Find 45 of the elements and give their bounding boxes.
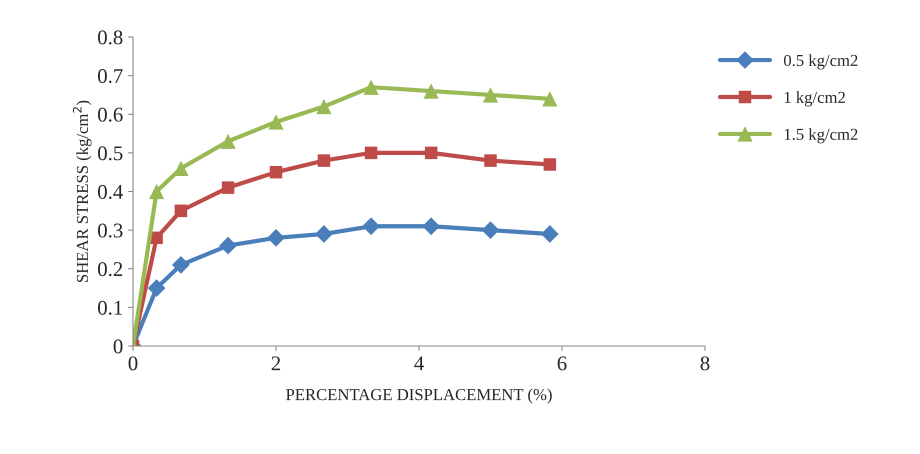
point	[484, 154, 497, 167]
point	[315, 225, 333, 243]
point	[544, 158, 556, 171]
point	[267, 229, 285, 247]
point	[541, 225, 559, 243]
x-tick-label: 2	[272, 356, 280, 370]
y-tick-label: 0.7	[98, 69, 123, 84]
x-tick-label: 6	[558, 356, 567, 370]
point	[316, 98, 332, 114]
point	[150, 232, 163, 244]
point	[172, 256, 190, 274]
y-tick-label: 0.2	[98, 262, 122, 276]
x-tick-label: 8	[700, 356, 710, 370]
y-tick-label: 0.5	[98, 146, 122, 160]
y-tick-label: 0	[114, 339, 122, 354]
y-tick-label: 0.3	[98, 224, 122, 238]
y-tick-label: 0.6	[98, 108, 123, 122]
point	[148, 184, 164, 200]
x-tick-label: 4	[414, 356, 424, 370]
point	[542, 91, 558, 106]
legend-label: 1.5 kg/cm2	[784, 128, 858, 144]
y-tick-label: 0.8	[98, 30, 122, 45]
point	[220, 134, 236, 149]
point	[318, 154, 330, 167]
legend-label: 0.5 kg/cm2	[784, 54, 858, 70]
x-tick-label: 0	[128, 356, 138, 370]
x-axis-title: PERCENTAGE DISPLACEMENT (%)	[286, 388, 552, 404]
point	[424, 146, 438, 160]
y-tick-label: 0.1	[98, 300, 122, 315]
point	[219, 236, 237, 254]
y-axis-title: SHEAR STRESS (kg/cm$^{2}$)	[72, 100, 92, 282]
point	[482, 221, 500, 239]
point	[148, 279, 166, 297]
point	[364, 146, 378, 160]
point	[268, 114, 284, 130]
legend-label: 1 kg/cm2	[784, 91, 845, 106]
point	[424, 83, 439, 99]
point	[363, 80, 379, 95]
point	[362, 217, 380, 236]
point	[422, 217, 440, 236]
point	[222, 181, 234, 194]
point	[174, 204, 188, 218]
point	[270, 166, 282, 178]
point	[482, 87, 498, 103]
y-tick-label: 0.4	[98, 184, 123, 200]
